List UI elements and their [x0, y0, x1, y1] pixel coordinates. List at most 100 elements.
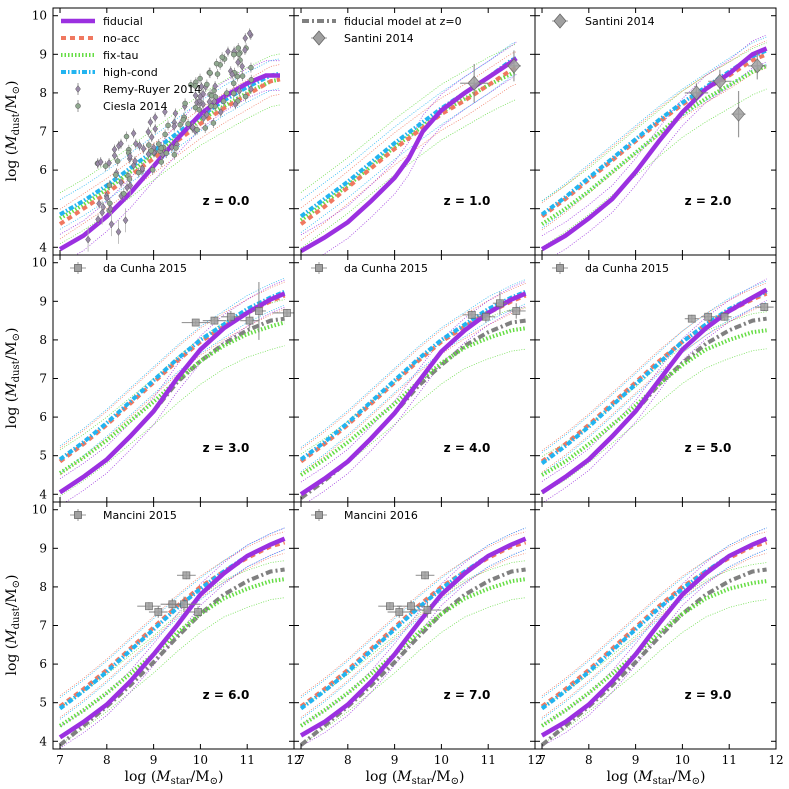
- obs-point-remy-ruyer: [172, 109, 179, 118]
- x-label-sun: ⊙: [210, 776, 218, 787]
- obs-point-ciesla: [248, 64, 254, 71]
- obs-point: [210, 316, 219, 325]
- obs-point-remy-ruyer: [200, 114, 207, 122]
- y-label-sun: ⊙: [11, 86, 22, 94]
- y-tick-label: 6: [39, 410, 47, 424]
- x-label-rest: /M: [432, 769, 451, 785]
- plot-area-7: [299, 527, 527, 747]
- obs-point-ciesla: [219, 54, 225, 60]
- x-tick-label: 7: [538, 753, 546, 767]
- y-tick-label: 6: [39, 657, 47, 671]
- plot-area-3: [58, 277, 294, 502]
- redshift-label: z = 5.0: [685, 441, 732, 455]
- plot-area-0: [58, 28, 281, 255]
- x-label-main: log (: [366, 769, 398, 785]
- obs-point: [689, 85, 703, 101]
- band-no_acc-upper: [300, 51, 517, 209]
- x-tick-label: 12: [768, 753, 783, 767]
- obs-point-remy-ruyer: [115, 227, 122, 236]
- obs-point-remy-ruyer: [169, 143, 175, 152]
- legend-5: da Cunha 2015: [552, 262, 669, 275]
- legend-swatch: [556, 264, 564, 272]
- obs-point-remy-ruyer: [229, 70, 235, 79]
- series-fiducial: [58, 536, 286, 740]
- band-fix_tau-lower: [541, 88, 767, 248]
- series-no-acc: [540, 52, 768, 219]
- y-tick-label: 8: [39, 580, 47, 594]
- obs-point: [507, 58, 521, 74]
- y-label-close: ): [4, 327, 20, 332]
- obs-point: [421, 571, 429, 580]
- obs-point-remy-ruyer: [132, 157, 138, 166]
- plot-area-1: [299, 41, 521, 255]
- obs-point: [423, 606, 432, 614]
- legend-label: Mancini 2016: [344, 509, 418, 522]
- obs-point-remy-ruyer: [242, 46, 248, 54]
- obs-point-ciesla: [123, 133, 130, 140]
- y-label-close: ): [4, 80, 20, 85]
- series-fix-tau: [299, 326, 526, 477]
- band-no_acc-lower: [541, 67, 767, 231]
- obs-point-remy-ruyer: [107, 204, 114, 213]
- band-no_acc-upper: [300, 531, 526, 697]
- band-fiducial-upper: [541, 278, 767, 482]
- legend-swatch: [553, 13, 567, 29]
- band-no_acc-upper: [59, 531, 285, 697]
- series-fiducial: [299, 536, 527, 738]
- obs-point-ciesla: [185, 121, 191, 127]
- obs-point: [191, 318, 200, 327]
- series-fix-tau: [541, 328, 767, 477]
- y-tick-label: 6: [39, 163, 47, 177]
- obs-point-remy-ruyer: [232, 100, 239, 109]
- x-tick-label: 9: [391, 753, 399, 767]
- obs-point: [713, 73, 727, 89]
- obs-point-ciesla: [112, 172, 119, 178]
- band-fiducial-lower: [65, 306, 285, 502]
- band-high_cond-upper: [541, 527, 767, 699]
- obs-point: [226, 312, 235, 321]
- obs-point-remy-ruyer: [171, 122, 178, 131]
- series-z0-model: [299, 567, 526, 747]
- obs-point-remy-ruyer: [104, 194, 110, 203]
- band-fix_tau-lower: [300, 597, 526, 745]
- obs-point: [386, 602, 394, 611]
- y-axis-label-2: log (Mdust/M⊙): [4, 574, 22, 675]
- obs-point-ciesla: [248, 77, 255, 83]
- series-no-acc: [540, 291, 768, 464]
- obs-point-remy-ruyer: [118, 139, 124, 148]
- legend-entry: fiducial: [61, 15, 143, 28]
- obs-point-ciesla: [177, 121, 183, 128]
- band-fiducial-upper: [300, 41, 517, 236]
- obs-point: [687, 314, 696, 323]
- panel-7: 7 8 9 10 11 12 z = 7.0: [293, 501, 543, 767]
- y-tick-label: 4: [39, 734, 47, 748]
- series-fix-tau: [299, 69, 518, 222]
- legend-swatch: [315, 264, 323, 272]
- obs-point-remy-ruyer: [106, 159, 112, 167]
- obs-point-remy-ruyer: [139, 164, 146, 173]
- obs-point: [180, 600, 188, 609]
- obs-point-remy-ruyer: [127, 152, 133, 161]
- series-fix-tau: [59, 77, 281, 221]
- series-fiducial: [299, 291, 527, 497]
- band-fiducial-lower: [74, 90, 280, 255]
- band-fiducial-upper: [59, 527, 285, 727]
- series-z0-model: [540, 316, 767, 495]
- y-tick-label: 10: [32, 9, 47, 23]
- y-tick-label: 7: [39, 372, 47, 386]
- x-axis-label-1: log (Mstar/M⊙): [366, 769, 465, 787]
- x-label-sym: M: [637, 769, 653, 785]
- y-label-main: log (: [4, 644, 20, 676]
- y-tick-label: 9: [39, 294, 47, 308]
- y-label-sun: ⊙: [11, 580, 22, 588]
- obs-point-remy-ruyer: [212, 82, 218, 91]
- obs-point-remy-ruyer: [100, 203, 106, 212]
- obs-point: [145, 602, 153, 611]
- obs-point-ciesla: [197, 75, 203, 82]
- x-tick-label: 12: [286, 753, 301, 767]
- band-high_cond-upper: [300, 41, 517, 201]
- obs-point: [704, 312, 713, 321]
- plot-area-4: [299, 279, 527, 502]
- plot-area-2: [540, 34, 768, 255]
- legend-label: Mancini 2015: [103, 509, 177, 522]
